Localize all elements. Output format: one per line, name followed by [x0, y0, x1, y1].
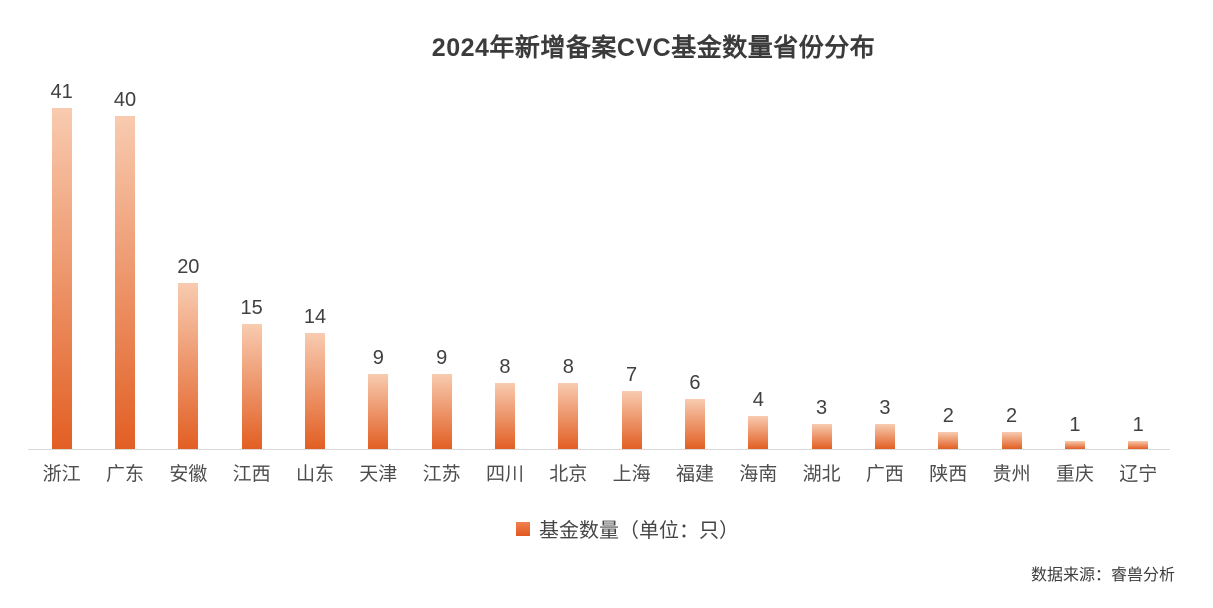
bar-value-label: 8 — [499, 355, 511, 378]
plot-area: 41 40 20 15 14 9 9 8 8 7 6 4 3 3 2 2 1 1 — [30, 70, 1170, 449]
chart-title: 2024年新增备案CVC基金数量省份分布 — [431, 34, 876, 62]
bar-value-label: 1 — [1069, 413, 1081, 436]
bar-value-label: 3 — [879, 397, 891, 419]
bar-group: 8 — [537, 355, 600, 449]
bar — [874, 424, 895, 449]
x-axis-line — [28, 449, 1170, 450]
bar-group: 15 — [220, 298, 283, 449]
bar — [684, 399, 705, 449]
x-axis-label: 上海 — [612, 464, 651, 485]
bar-value-label: 6 — [689, 372, 701, 395]
bar-group: 9 — [410, 348, 473, 449]
bar-group: 7 — [600, 365, 663, 449]
bar — [178, 282, 199, 449]
bar-value-label: 9 — [372, 347, 384, 370]
bar-group: 4 — [727, 390, 790, 449]
bar-group: 2 — [980, 406, 1043, 449]
bar-value-label: 3 — [816, 397, 828, 419]
bar — [241, 324, 262, 449]
x-axis-label: 山东 — [295, 464, 334, 485]
bar-value-label: 14 — [303, 305, 327, 328]
bar — [748, 415, 769, 449]
x-axis-label: 贵州 — [992, 464, 1031, 485]
bar-value-label: 1 — [1132, 413, 1144, 436]
bar-value-label: 8 — [562, 355, 574, 378]
bar — [304, 332, 325, 449]
bar — [431, 374, 452, 449]
bar-group: 20 — [157, 257, 220, 449]
x-axis-labels: 浙江 广东 安徽 江西 山东 天津 江苏 四川 北京 上海 福建 海南 湖北 广西 陕西 贵州 重庆 辽宁 — [30, 459, 1170, 486]
bar-value-label: 7 — [626, 363, 638, 386]
legend: 基金数量（单位：只） — [0, 514, 1213, 543]
x-axis-label: 福建 — [675, 464, 714, 485]
bar-group: 2 — [917, 406, 980, 449]
bar — [51, 108, 72, 449]
bar-value-label: 2 — [1006, 405, 1018, 428]
source-note: 数据来源：睿兽分析 — [1030, 567, 1175, 584]
x-axis-label: 北京 — [549, 464, 588, 485]
bar-value-label: 2 — [942, 405, 954, 428]
bar-group: 40 — [93, 90, 156, 449]
bar-group: 8 — [473, 355, 536, 449]
bar-group: 9 — [347, 348, 410, 449]
bar-value-label: 20 — [177, 255, 200, 278]
x-axis-label: 海南 — [739, 464, 778, 485]
bar — [1128, 440, 1149, 449]
bar — [938, 432, 959, 449]
x-axis-label: 陕西 — [929, 464, 968, 485]
x-axis-label: 四川 — [485, 464, 524, 485]
bar-value-label: 41 — [50, 81, 73, 103]
bar-group: 1 — [1107, 415, 1170, 449]
x-axis-label: 湖北 — [802, 464, 841, 485]
legend-label: 基金数量（单位：只） — [539, 520, 739, 542]
bar-value-label: 40 — [113, 89, 137, 112]
bar — [114, 116, 135, 449]
x-axis-label: 广东 — [105, 464, 144, 485]
bar — [368, 374, 389, 449]
x-axis-label: 浙江 — [42, 464, 81, 485]
bar — [1064, 440, 1085, 449]
bar-group: 1 — [1043, 415, 1106, 449]
bar — [621, 390, 642, 449]
bar-group: 3 — [853, 398, 916, 449]
x-axis-label: 重庆 — [1055, 464, 1094, 485]
x-axis-label: 广西 — [865, 464, 904, 485]
x-axis-label: 辽宁 — [1119, 464, 1158, 485]
bar-value-label: 9 — [436, 347, 448, 370]
x-axis-label: 江西 — [232, 464, 271, 485]
bar-group: 14 — [283, 307, 346, 449]
x-axis-label: 天津 — [359, 464, 398, 485]
bar — [1001, 432, 1022, 449]
x-axis-label: 江苏 — [422, 464, 461, 485]
legend-square-icon — [516, 521, 530, 536]
bar-group: 6 — [663, 373, 726, 449]
x-axis-label: 安徽 — [169, 464, 208, 485]
bar — [558, 382, 579, 449]
bar-value-label: 15 — [240, 297, 263, 320]
bar — [494, 382, 515, 449]
bar-group: 3 — [790, 398, 853, 449]
bar-group: 41 — [30, 82, 93, 449]
bar-value-label: 4 — [752, 388, 764, 411]
bar — [811, 424, 832, 449]
